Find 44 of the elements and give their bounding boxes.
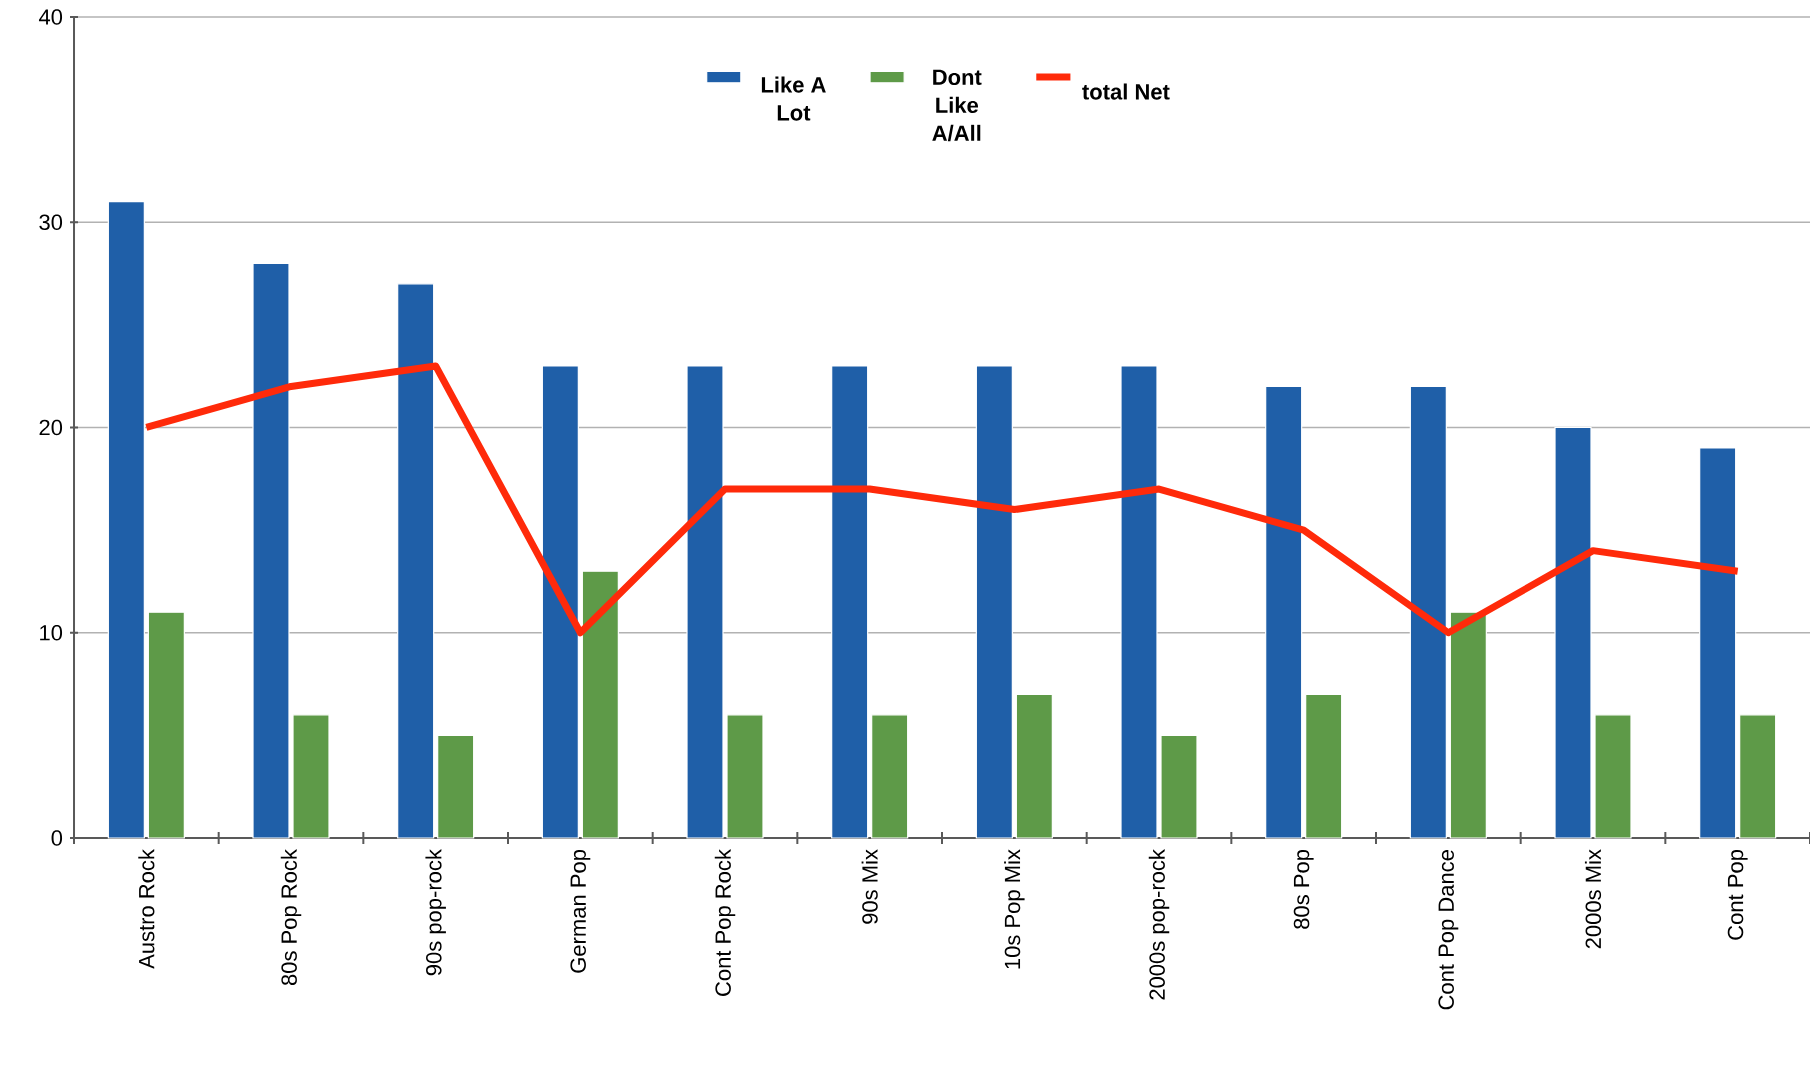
bar	[1409, 385, 1447, 839]
x-tick-label: Austro Rock	[138, 849, 155, 969]
x-tick-label: Cont Pop	[1727, 850, 1748, 940]
bar	[975, 365, 1013, 839]
bar	[1594, 714, 1632, 839]
x-tick-label: 10s Pop Mix	[1004, 849, 1025, 969]
x-tick-label: German Pop	[570, 850, 591, 973]
x-tick-label: 80s Pop	[1293, 850, 1314, 929]
bar	[726, 714, 764, 839]
bar	[871, 714, 909, 839]
x-tick-label: Cont Pop Dance	[1438, 850, 1459, 1010]
bar	[252, 262, 290, 839]
bar	[1305, 693, 1343, 839]
legend-label: Like A Lot	[761, 76, 826, 121]
y-tick-label: 20	[39, 419, 63, 436]
bar	[1015, 693, 1053, 839]
x-tick-label: Cont Pop Rock	[714, 849, 736, 996]
bar	[1739, 714, 1777, 839]
legend-label: Dont Like A/All	[932, 69, 982, 142]
bar	[107, 201, 145, 839]
bar	[397, 283, 435, 839]
bar	[831, 365, 869, 839]
y-tick-label: 40	[38, 9, 63, 25]
y-tick-label: 10	[40, 624, 63, 641]
bar	[1120, 365, 1158, 839]
bar	[1554, 426, 1592, 839]
bar	[1265, 385, 1303, 839]
y-tick-label: 0	[51, 830, 63, 846]
bar	[1449, 611, 1487, 839]
x-tick-label: 90s pop-rock	[425, 849, 446, 976]
y-tick-label: 30	[39, 214, 63, 231]
bar	[686, 365, 724, 839]
legend-label: total Net	[1082, 83, 1170, 100]
bar	[581, 570, 619, 839]
bar	[147, 611, 185, 839]
bar	[1699, 447, 1737, 839]
bar	[1160, 734, 1198, 839]
x-tick-label: 80s Pop Rock	[280, 849, 302, 986]
bar	[437, 734, 475, 839]
x-tick-label: 2000s Mix	[1584, 849, 1602, 949]
x-tick-label: 2000s pop-rock	[1148, 849, 1170, 1000]
x-tick-label: 90s Mix	[861, 849, 878, 924]
bar	[541, 365, 579, 839]
bar	[292, 714, 330, 839]
